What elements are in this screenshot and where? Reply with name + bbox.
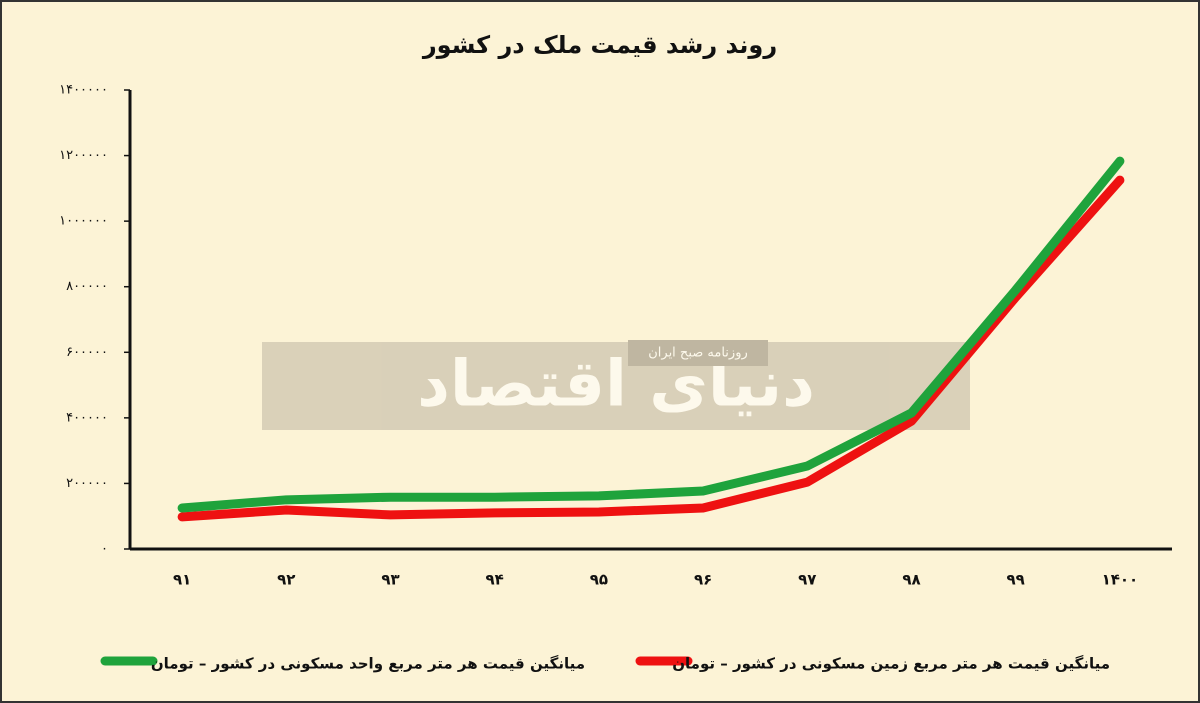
x-tick-label: ۹۴ — [486, 571, 504, 589]
series-line — [177, 175, 1125, 522]
y-tick-label: ۱۲۰۰۰۰۰ — [59, 148, 108, 163]
x-tick-label: ۱۴۰۰ — [1102, 571, 1139, 589]
series-line — [177, 156, 1125, 513]
x-tick-label: ۹۶ — [694, 571, 712, 589]
legend-label: میانگین قیمت هر متر مربع زمین مسکونی در … — [672, 655, 1110, 673]
plot: ٠ ۲۰۰۰۰۰ ۴۰۰۰۰۰ ۶۰۰۰۰۰ ۸۰۰۰۰۰ ۱۰۰۰۰۰۰ ۱۲۰۰۰۰۰ ۱… — [59, 83, 1172, 673]
x-tick-label: ۹۸ — [902, 571, 920, 589]
watermark-subtitle: روزنامه صبح ایران — [648, 346, 748, 361]
x-tick-label: ۹۷ — [798, 571, 816, 589]
y-tick-label: ۶۰۰۰۰۰ — [66, 345, 108, 360]
chart-title: روند رشد قیمت ملک در کشور — [422, 31, 777, 59]
y-tick-label: ۲۰۰۰۰۰ — [66, 476, 108, 491]
x-tick-label: ۹۱ — [173, 571, 191, 589]
x-tick-label: ۹۹ — [1007, 571, 1025, 589]
y-tick-label: ۱۴۰۰۰۰۰ — [59, 83, 108, 98]
legend-label: میانگین قیمت هر متر مربع واحد مسکونی در … — [151, 655, 585, 673]
x-tick-label: ۹۵ — [590, 571, 608, 589]
y-tick-label: ۱۰۰۰۰۰۰ — [59, 214, 108, 229]
watermark-tag — [628, 340, 768, 366]
y-tick-label: ۴۰۰۰۰۰ — [66, 410, 108, 425]
y-tick-label: ٠ — [101, 542, 108, 557]
x-tick-label: ۹۳ — [381, 571, 399, 589]
watermark: دنیای اقتصاد روزنامه صبح ایران — [262, 340, 970, 430]
watermark-band — [262, 342, 970, 430]
x-tick-label: ۹۲ — [277, 571, 295, 589]
y-tick-label: ۸۰۰۰۰۰ — [66, 279, 108, 294]
